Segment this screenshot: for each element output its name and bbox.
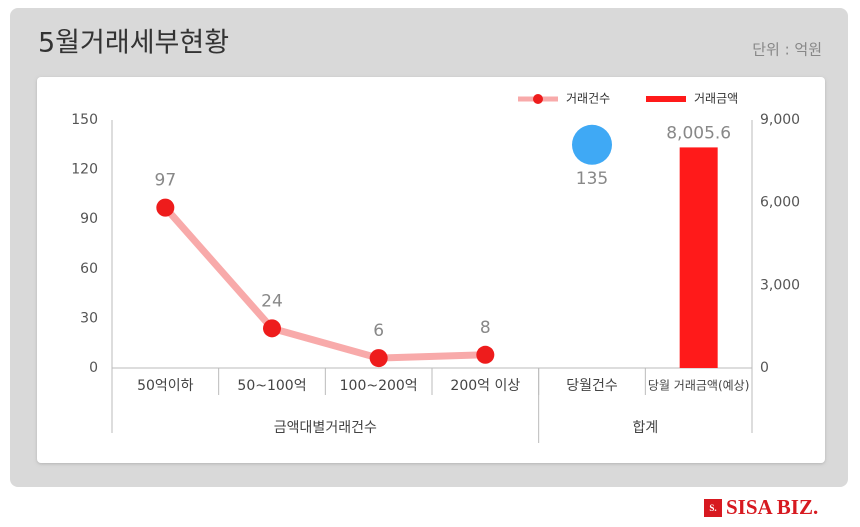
legend-label: 거래건수 xyxy=(566,92,610,106)
y2-tick-label: 3,000 xyxy=(760,277,800,293)
data-label: 6 xyxy=(373,321,384,341)
y2-tick-label: 6,000 xyxy=(760,195,800,211)
line-marker xyxy=(263,319,281,338)
data-label: 135 xyxy=(576,169,608,189)
x-tick-label: 당월 거래금액(예상) xyxy=(648,379,750,393)
legend-label: 거래금액 xyxy=(694,92,738,106)
line xyxy=(162,205,486,362)
y-tick-label: 60 xyxy=(80,261,98,277)
data-label: 8 xyxy=(480,318,491,338)
y2-tick-label: 9,000 xyxy=(760,112,800,128)
group-label: 합계 xyxy=(632,420,658,436)
x-tick-label: 100~200억 xyxy=(340,378,418,394)
legend-marker xyxy=(533,94,543,104)
y-tick-label: 120 xyxy=(71,162,98,178)
unit-label: 단위 : 억원 xyxy=(752,41,822,59)
line-marker xyxy=(156,198,175,217)
y-tick-label: 30 xyxy=(80,310,98,326)
line-marker xyxy=(369,349,388,368)
y-tick-label: 0 xyxy=(89,360,98,376)
data-label: 8,005.6 xyxy=(666,123,731,143)
chart-title: 5월거래세부현황 xyxy=(38,28,229,59)
y2-tick-label: 0 xyxy=(760,360,769,376)
logo-box xyxy=(704,499,722,517)
inner-panel xyxy=(37,77,825,463)
line-marker xyxy=(476,345,495,364)
x-tick-label: 50억이하 xyxy=(137,378,194,394)
data-label: 24 xyxy=(261,291,283,311)
bar xyxy=(679,147,718,368)
logo-mark: S. xyxy=(709,503,716,513)
logo-text: SISA BIZ. xyxy=(726,495,818,519)
x-tick-label: 당월건수 xyxy=(566,378,618,394)
y-tick-label: 150 xyxy=(71,112,98,128)
x-tick-label: 50~100억 xyxy=(237,378,306,394)
y-tick-label: 90 xyxy=(80,211,98,227)
group-label: 금액대별거래건수 xyxy=(274,420,377,436)
data-label: 97 xyxy=(155,171,177,191)
bubble xyxy=(572,124,612,165)
x-tick-label: 200억 이상 xyxy=(450,378,520,394)
legend-swatch xyxy=(646,96,686,102)
